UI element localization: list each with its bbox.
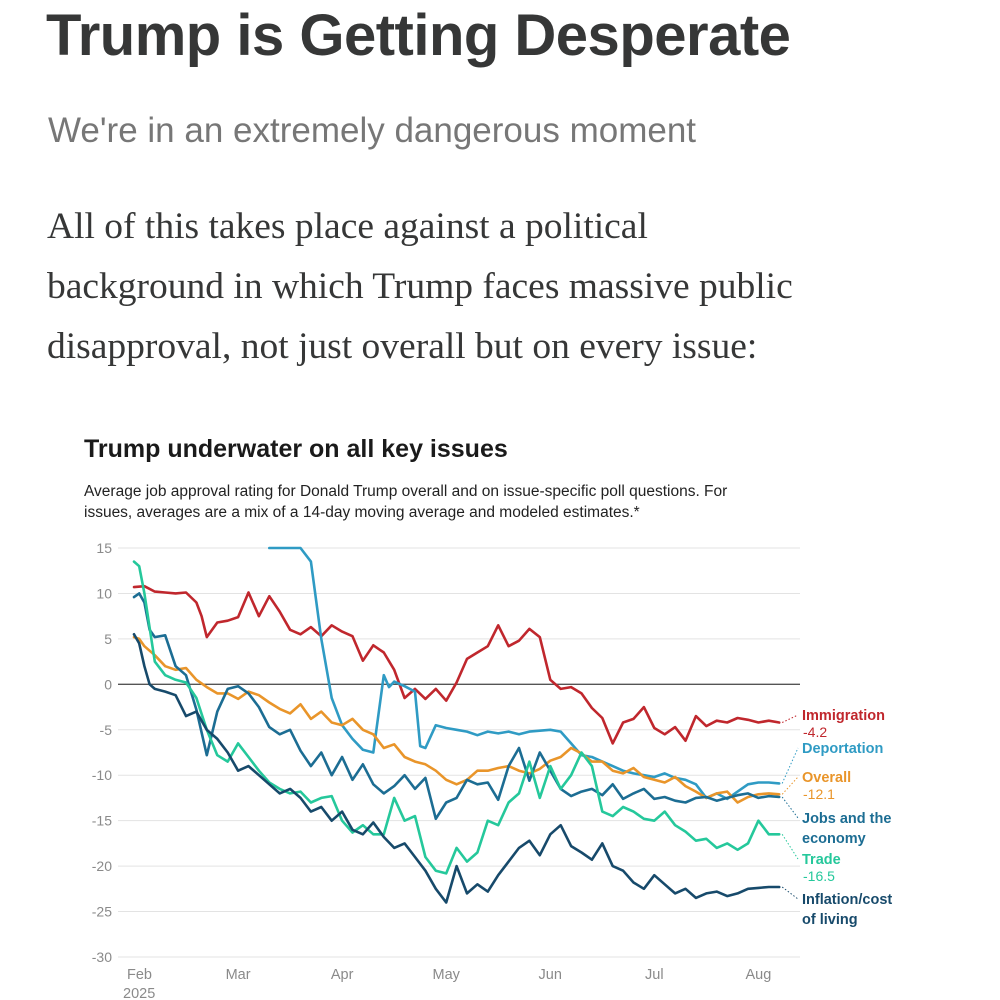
x-axis-ticks: Feb 2025 Mar Apr May Jun Jul Aug — [123, 967, 771, 1000]
series-end-label: Trade — [802, 852, 841, 868]
article-title: Trump is Getting Desperate — [46, 3, 791, 68]
chart-subtitle-line: Average job approval rating for Donald T… — [84, 483, 727, 500]
series-immigration — [132, 584, 781, 745]
series-line — [267, 546, 781, 801]
series-end-value: -16.5 — [803, 868, 835, 884]
series-inflation-cost-of-living — [132, 633, 781, 904]
series-end-value: -4.2 — [803, 724, 827, 740]
series-deportation — [267, 546, 781, 801]
article-body-line: All of this takes place against a politi… — [47, 206, 648, 247]
x-tick-sublabel: 2025 — [123, 986, 155, 1000]
x-tick-label: Apr — [331, 967, 354, 983]
series-end-label: Deportation — [802, 741, 883, 757]
y-tick-label: 5 — [104, 631, 112, 647]
chart-title: Trump underwater on all key issues — [84, 435, 508, 463]
y-axis-ticks: 15 10 5 0 -5 -10 -15 -20 -25 -30 — [92, 540, 112, 965]
y-tick-label: 10 — [96, 585, 112, 601]
x-tick-label: Jul — [645, 967, 664, 983]
series-overall — [132, 635, 781, 804]
y-tick-label: -5 — [100, 722, 113, 738]
y-tick-label: -20 — [92, 858, 112, 874]
y-tick-label: -10 — [92, 767, 112, 783]
series-trade — [132, 560, 781, 875]
series-line — [132, 633, 781, 904]
label-leader — [781, 714, 799, 723]
series-line — [132, 592, 781, 821]
label-leader — [781, 796, 799, 819]
y-tick-label: -15 — [92, 813, 112, 829]
x-tick-label: Feb — [127, 967, 152, 983]
series-line — [132, 635, 781, 804]
series-jobs-and-the-economy — [132, 592, 781, 821]
series-end-label: Immigration — [802, 708, 885, 724]
series-end-label: Jobs and the — [802, 811, 891, 827]
article-subtitle: We're in an extremely dangerous moment — [48, 111, 697, 150]
article-body-line: disapproval, not just overall but on eve… — [47, 326, 758, 367]
x-tick-label: Mar — [226, 967, 251, 983]
y-tick-label: 15 — [96, 540, 112, 556]
series-line — [132, 560, 781, 875]
x-tick-label: May — [432, 967, 460, 983]
series-end-value: -12.1 — [803, 786, 835, 802]
chart-series — [132, 546, 781, 904]
y-tick-label: -25 — [92, 904, 112, 920]
label-leader — [781, 886, 799, 900]
article-body: All of this takes place against a politi… — [47, 197, 977, 377]
series-end-label: Overall — [802, 770, 851, 786]
x-tick-label: Jun — [539, 967, 562, 983]
y-tick-label: -30 — [92, 949, 112, 965]
x-tick-label: Aug — [745, 967, 771, 983]
series-end-label: economy — [802, 831, 866, 847]
label-leader — [781, 747, 799, 784]
y-tick-label: 0 — [104, 676, 112, 692]
approval-line-chart: Trump underwater on all key issues Avera… — [84, 435, 892, 1000]
series-end-label: of living — [802, 912, 858, 928]
article-body-line: background in which Trump faces massive … — [47, 266, 793, 307]
chart-subtitle-line: issues, averages are a mix of a 14-day m… — [84, 504, 640, 521]
series-line — [132, 584, 781, 745]
series-end-label: Inflation/cost — [802, 892, 892, 908]
label-leader — [781, 834, 799, 860]
label-leader — [781, 776, 799, 795]
chart-gridlines — [118, 547, 800, 958]
